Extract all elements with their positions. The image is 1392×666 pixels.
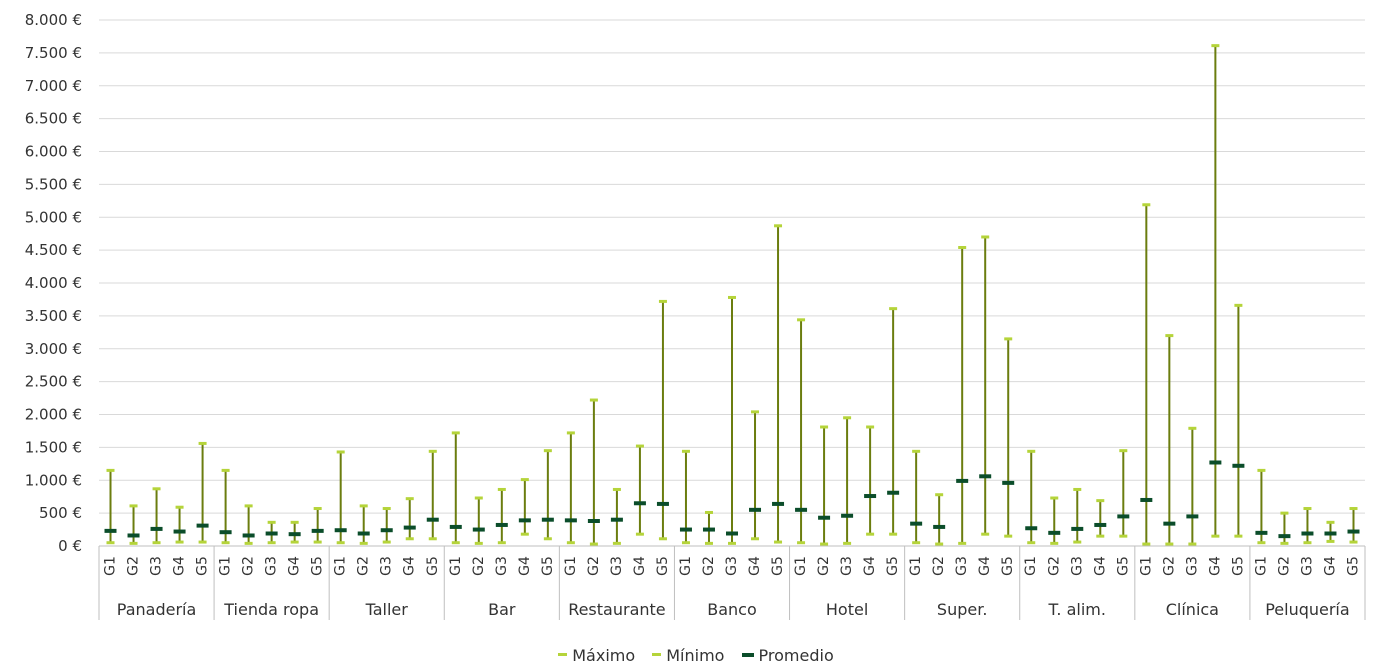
- x-tick-label: G2: [1276, 556, 1292, 576]
- legend-item-minimo: Mínimo: [652, 646, 724, 665]
- legend-swatch-minimo: [652, 653, 662, 656]
- x-group-label: T. alim.: [1048, 600, 1106, 619]
- x-group-label: Super.: [937, 600, 988, 619]
- y-tick-label: 5.500 €: [25, 175, 82, 193]
- x-tick-label: G2: [816, 556, 832, 576]
- legend-label-minimo: Mínimo: [666, 646, 725, 665]
- y-tick-label: 6.000 €: [25, 143, 82, 161]
- x-tick-label: G5: [1345, 556, 1361, 576]
- x-tick-label: G5: [310, 556, 326, 576]
- y-tick-label: 4.000 €: [25, 274, 82, 292]
- x-tick-label: G4: [632, 556, 648, 576]
- y-tick-label: 5.000 €: [25, 208, 82, 226]
- y-tick-label: 7.000 €: [25, 77, 82, 95]
- x-tick-label: G1: [1253, 556, 1269, 576]
- x-tick-label: G5: [1115, 556, 1131, 576]
- x-tick-label: G1: [333, 556, 349, 576]
- x-tick-label: G4: [402, 556, 418, 576]
- legend-label-maximo: Máximo: [572, 646, 636, 665]
- x-tick-label: G2: [1161, 556, 1177, 576]
- x-tick-label: G1: [1138, 556, 1154, 576]
- x-tick-label: G4: [747, 556, 763, 576]
- x-tick-label: G1: [678, 556, 694, 576]
- x-tick-label: G1: [908, 556, 924, 576]
- y-tick-label: 3.000 €: [25, 340, 82, 358]
- x-tick-label: G5: [655, 556, 671, 576]
- y-tick-label: 7.500 €: [25, 44, 82, 62]
- y-tick-label: 8.000 €: [25, 11, 82, 29]
- x-tick-label: G2: [126, 556, 142, 576]
- y-tick-label: 4.500 €: [25, 241, 82, 259]
- x-group-label: Bar: [488, 600, 516, 619]
- x-group-label: Panadería: [117, 600, 197, 619]
- legend-swatch-promedio: [741, 652, 754, 657]
- y-tick-label: 2.000 €: [25, 406, 82, 424]
- x-group-label: Banco: [707, 600, 757, 619]
- y-tick-label: 500 €: [39, 504, 82, 522]
- x-tick-label: G1: [103, 556, 119, 576]
- x-group-label: Hotel: [826, 600, 868, 619]
- legend-item-promedio: Promedio: [741, 646, 834, 665]
- x-tick-label: G4: [172, 556, 188, 576]
- legend-item-maximo: Máximo: [558, 646, 635, 665]
- y-tick-label: 3.500 €: [25, 307, 82, 325]
- x-tick-label: G1: [218, 556, 234, 576]
- x-tick-label: G3: [379, 556, 395, 576]
- x-tick-label: G2: [586, 556, 602, 576]
- x-tick-label: G2: [241, 556, 257, 576]
- x-tick-label: G1: [793, 556, 809, 576]
- x-tick-label: G3: [264, 556, 280, 576]
- x-tick-label: G3: [724, 556, 740, 576]
- x-tick-label: G5: [1230, 556, 1246, 576]
- x-group-label: Peluquería: [1265, 600, 1349, 619]
- range-chart: 0 € 500 € 1.000 € 1.500 € 2.000 € 2.500 € 3.00…: [25, 11, 1366, 620]
- x-tick-label: G2: [931, 556, 947, 576]
- x-tick-label: G5: [425, 556, 441, 576]
- x-tick-label: G5: [885, 556, 901, 576]
- y-tick-label: 1.500 €: [25, 438, 82, 456]
- x-tick-label: G4: [977, 556, 993, 576]
- x-tick-label: G4: [1322, 556, 1338, 576]
- y-tick-label: 6.500 €: [25, 110, 82, 128]
- x-tick-label: G2: [356, 556, 372, 576]
- x-tick-label: G5: [1000, 556, 1016, 576]
- y-tick-label: 0 €: [58, 537, 82, 555]
- x-tick-label: G4: [1092, 556, 1108, 576]
- x-tick-label: G3: [494, 556, 510, 576]
- chart-legend: Máximo Mínimo Promedio: [0, 646, 1392, 665]
- x-tick-label: G5: [540, 556, 556, 576]
- x-tick-label: G2: [471, 556, 487, 576]
- x-tick-label: G4: [517, 556, 533, 576]
- legend-label-promedio: Promedio: [758, 646, 834, 665]
- x-tick-label: G5: [195, 556, 211, 576]
- x-tick-label: G3: [609, 556, 625, 576]
- x-tick-label: G3: [1184, 556, 1200, 576]
- x-group-label: Restaurante: [568, 600, 665, 619]
- x-tick-label: G4: [1207, 556, 1223, 576]
- x-tick-label: G5: [770, 556, 786, 576]
- x-tick-label: G3: [1299, 556, 1315, 576]
- x-tick-label: G1: [448, 556, 464, 576]
- x-tick-label: G1: [563, 556, 579, 576]
- x-group-label: Taller: [365, 600, 409, 619]
- y-tick-label: 1.000 €: [25, 471, 82, 489]
- x-tick-label: G2: [1046, 556, 1062, 576]
- x-tick-label: G1: [1023, 556, 1039, 576]
- x-group-label: Tienda ropa: [223, 600, 319, 619]
- x-tick-label: G3: [839, 556, 855, 576]
- x-tick-label: G3: [149, 556, 165, 576]
- x-tick-label: G4: [287, 556, 303, 576]
- x-tick-label: G4: [862, 556, 878, 576]
- x-tick-label: G3: [954, 556, 970, 576]
- x-group-label: Clínica: [1166, 600, 1219, 619]
- x-tick-label: G2: [701, 556, 717, 576]
- x-tick-label: G3: [1069, 556, 1085, 576]
- y-tick-label: 2.500 €: [25, 373, 82, 391]
- legend-swatch-maximo: [558, 653, 568, 656]
